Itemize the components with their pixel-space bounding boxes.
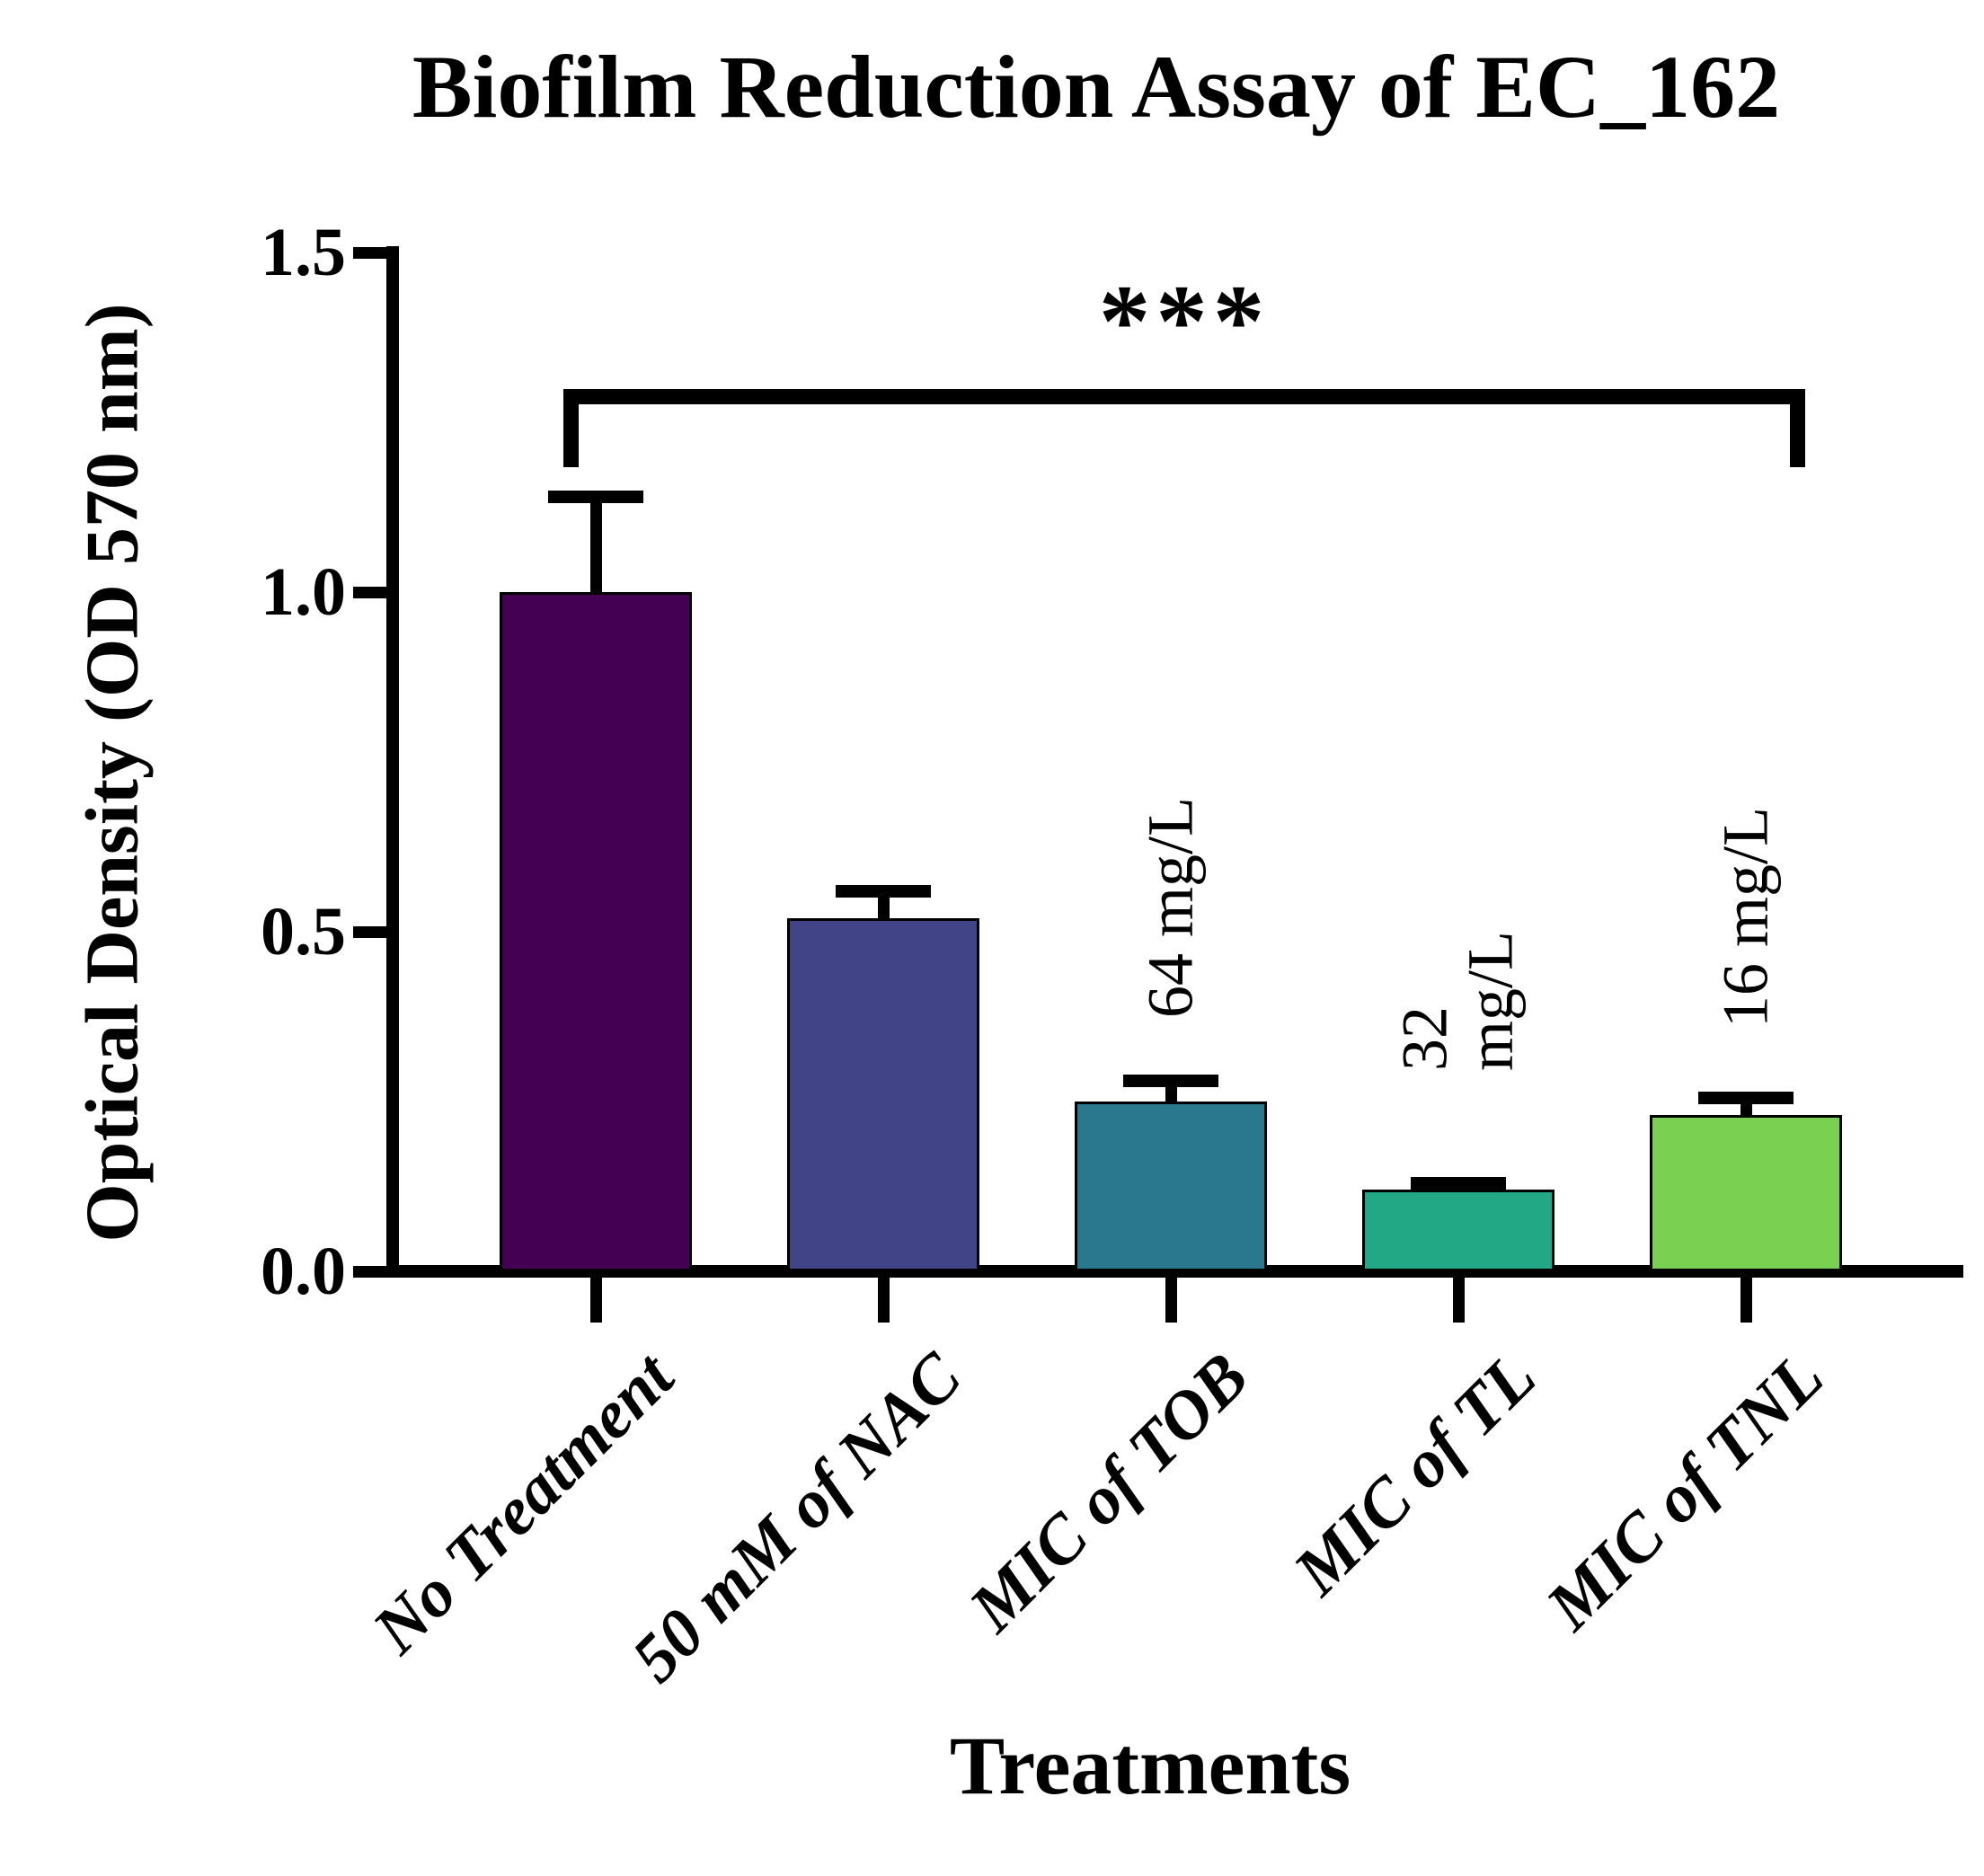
bar-annotation: 32 mg/L	[1388, 930, 1527, 1071]
category-label: No Treatment	[358, 1338, 688, 1668]
bar-4	[1362, 1190, 1554, 1271]
bar-2	[787, 917, 979, 1271]
y-tick-label: 0.0	[261, 1234, 346, 1309]
x-tick	[590, 1278, 602, 1323]
category-label: MIC of TNL	[1532, 1338, 1838, 1644]
chart-title: Biofilm Reduction Assay of EC_162	[412, 37, 1781, 137]
x-tick	[1740, 1278, 1752, 1323]
bar-3	[1075, 1102, 1267, 1271]
error-bar-cap	[1123, 1075, 1218, 1088]
y-tick	[353, 1266, 393, 1278]
category-label: MIC of TL	[1280, 1338, 1551, 1610]
x-tick	[1453, 1278, 1465, 1323]
bar-annotation: 16 mg/L	[1709, 807, 1782, 1029]
x-tick	[1165, 1278, 1177, 1323]
category-label: MIC of TOB	[955, 1338, 1263, 1646]
significance-bracket	[563, 389, 1805, 467]
y-axis-label: Optical Density (OD 570 nm)	[70, 303, 155, 1243]
bar-annotation: 64 mg/L	[1134, 797, 1207, 1019]
bar-1	[500, 592, 692, 1271]
x-tick	[878, 1278, 890, 1323]
error-bar-cap	[1698, 1092, 1794, 1105]
y-tick	[353, 587, 393, 598]
significance-stars: ***	[1098, 264, 1271, 378]
y-tick-label: 1.0	[261, 554, 346, 630]
error-bar-cap	[548, 491, 643, 504]
bar-5	[1650, 1115, 1842, 1271]
y-tick-label: 1.5	[261, 215, 346, 290]
y-tick-label: 0.5	[261, 894, 346, 969]
error-bar-cap	[836, 884, 931, 898]
x-axis	[386, 1265, 1963, 1278]
y-tick	[353, 247, 393, 259]
x-axis-label: Treatments	[949, 1720, 1351, 1811]
y-tick	[353, 926, 393, 938]
y-axis	[386, 246, 399, 1278]
error-bar-stem	[589, 497, 602, 592]
error-bar-cap	[1411, 1176, 1506, 1190]
error-bar-stem	[877, 890, 890, 918]
